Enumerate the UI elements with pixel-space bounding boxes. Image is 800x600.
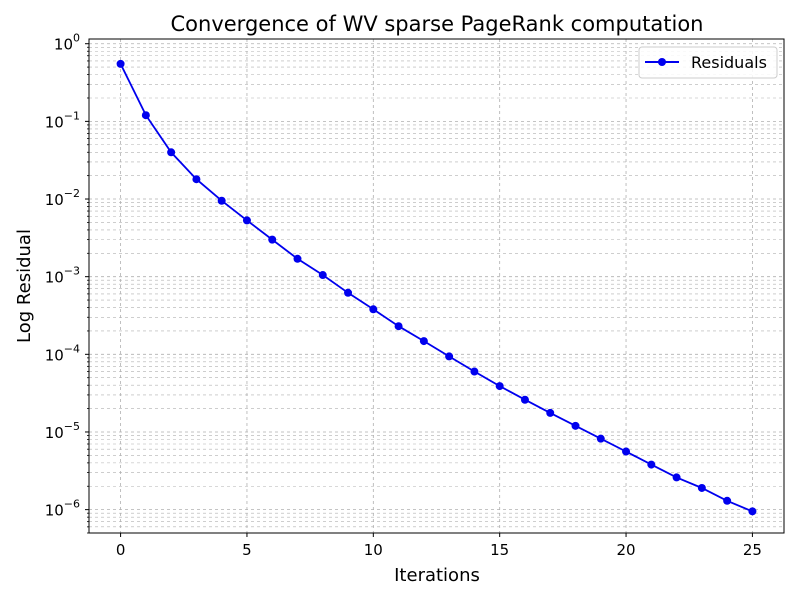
y-tick-label: 10−3 (45, 265, 80, 287)
data-point (697, 483, 706, 492)
data-point (141, 111, 150, 120)
data-point (520, 395, 529, 404)
y-tick-label: 10−1 (45, 109, 80, 131)
data-point (268, 235, 277, 244)
data-point (217, 196, 226, 205)
data-point (546, 408, 555, 417)
y-tick-label: 100 (54, 32, 80, 54)
data-point (369, 305, 378, 314)
data-point (596, 434, 605, 443)
x-axis-label: Iterations (394, 565, 480, 586)
legend: Residuals (638, 46, 778, 79)
data-point (470, 367, 479, 376)
y-tick-label: 10−4 (45, 342, 80, 364)
data-point (672, 473, 681, 482)
series-line (119, 63, 753, 513)
data-point (419, 337, 428, 346)
data-point (748, 507, 757, 516)
data-point (192, 175, 201, 184)
chart-title: Convergence of WV sparse PageRank comput… (171, 12, 704, 36)
plot-area-frame (88, 38, 785, 534)
x-tick-label: 25 (743, 541, 762, 559)
data-series (116, 59, 757, 516)
y-tick-label: 10−6 (45, 498, 80, 520)
legend-series-marker (658, 58, 666, 66)
data-point (445, 352, 454, 361)
data-point (344, 288, 353, 297)
data-point (571, 421, 580, 430)
data-point (167, 148, 176, 157)
legend-box (638, 46, 778, 79)
x-tick-label: 0 (116, 541, 126, 559)
y-tick-label: 10−2 (45, 187, 80, 209)
data-point (116, 59, 125, 68)
x-tick-label: 5 (242, 541, 252, 559)
data-point (293, 254, 302, 263)
axis-ticks: 100 10−1 10−2 10−3 10−4 10−5 10−6 0 5 10 15 20 25 (45, 32, 762, 559)
grid-lines (89, 39, 784, 534)
data-point (647, 460, 656, 469)
y-tick-label: 10−5 (45, 420, 80, 442)
data-point (723, 496, 732, 505)
data-point (318, 271, 327, 280)
x-tick-label: 20 (616, 541, 635, 559)
data-point (394, 322, 403, 331)
x-tick-label: 15 (490, 541, 509, 559)
data-point (622, 447, 631, 456)
y-axis-label: Log Residual (14, 229, 35, 343)
legend-series-label: Residuals (691, 53, 767, 72)
data-point (242, 216, 251, 225)
data-point (495, 382, 504, 391)
x-tick-label: 10 (364, 541, 383, 559)
